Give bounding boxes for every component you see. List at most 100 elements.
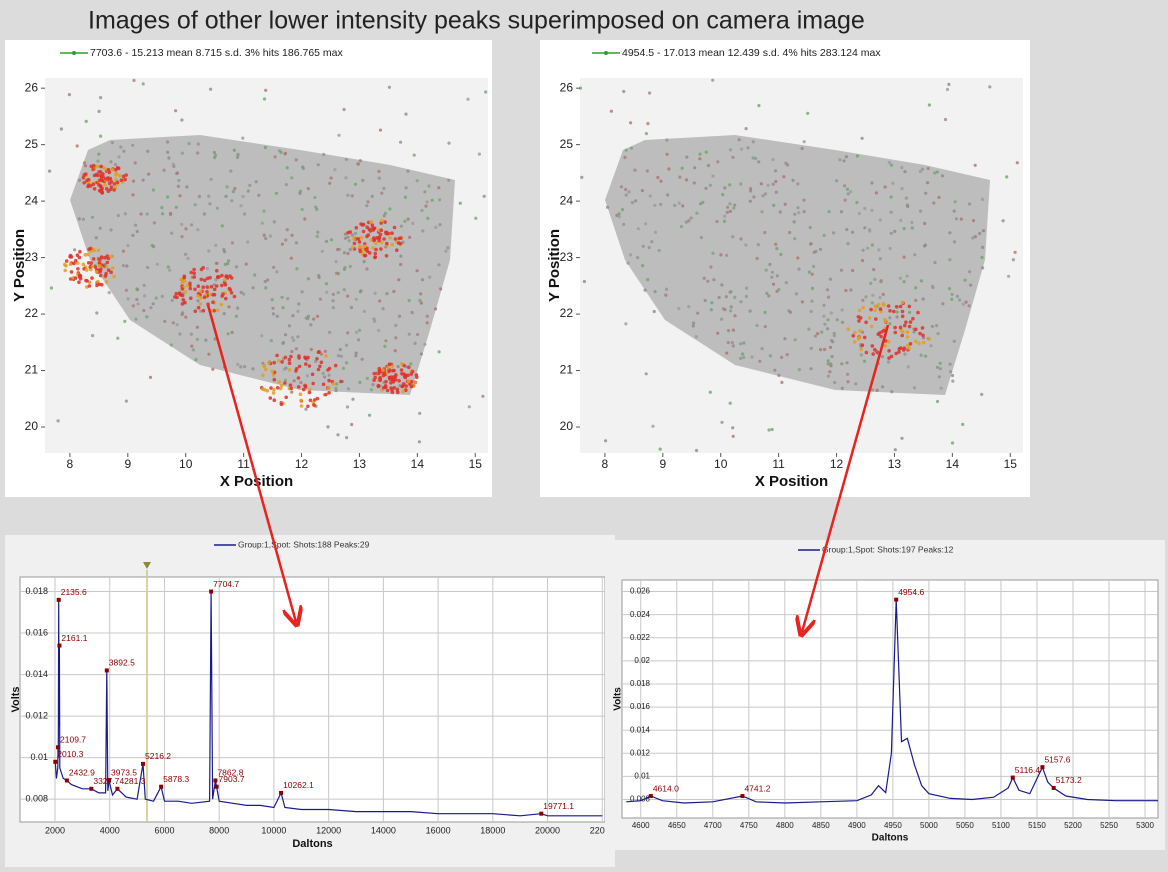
spot xyxy=(634,199,638,203)
spot xyxy=(413,341,417,345)
spot xyxy=(726,205,730,209)
spot xyxy=(355,330,359,334)
spot xyxy=(636,227,640,231)
hot-spot xyxy=(232,294,237,299)
spot xyxy=(947,287,952,291)
hot-spot xyxy=(220,283,224,288)
spot xyxy=(337,133,341,137)
spot xyxy=(344,176,348,180)
spot xyxy=(383,211,387,215)
hot-spot xyxy=(907,346,911,351)
hot-spot xyxy=(224,274,228,279)
spot xyxy=(891,181,895,185)
spot xyxy=(926,181,930,185)
spot xyxy=(234,314,238,318)
hot-spot xyxy=(272,387,276,392)
hot-spot xyxy=(867,316,872,320)
spot xyxy=(162,168,166,172)
spot xyxy=(403,195,407,199)
spot xyxy=(205,266,209,271)
spot xyxy=(771,282,776,286)
spot xyxy=(146,149,150,153)
hot-spot xyxy=(379,247,383,251)
spot xyxy=(135,287,139,291)
hot-spot xyxy=(886,304,891,308)
spot xyxy=(290,390,294,394)
hot-spot xyxy=(196,284,201,289)
spot xyxy=(643,288,647,292)
spot xyxy=(262,209,266,213)
spot xyxy=(927,103,932,107)
hot-spot xyxy=(296,376,301,380)
peak-label: 4954.6 xyxy=(898,587,924,597)
spot xyxy=(921,297,925,301)
spot xyxy=(693,166,697,170)
spot xyxy=(336,247,340,252)
spot xyxy=(673,203,677,208)
y-tick-label: 0.014 xyxy=(630,725,651,734)
x-tick-label: 4900 xyxy=(848,821,866,830)
spot xyxy=(303,217,307,221)
spot xyxy=(242,212,247,216)
spot xyxy=(722,219,727,223)
hot-spot xyxy=(315,357,319,361)
y-tick-label: 0.014 xyxy=(25,669,48,679)
spot xyxy=(419,301,423,305)
hot-spot xyxy=(123,177,127,182)
spot xyxy=(248,183,252,187)
spot xyxy=(770,427,774,432)
hot-spot xyxy=(310,372,315,377)
peak-label: 5173.2 xyxy=(1056,775,1082,785)
spot xyxy=(869,281,873,285)
spot xyxy=(306,187,310,191)
hot-spot xyxy=(876,332,881,337)
hot-spot xyxy=(108,187,113,192)
spot xyxy=(644,222,648,226)
spot xyxy=(653,203,657,207)
y-tick-label: 0.026 xyxy=(630,587,651,596)
spot xyxy=(143,294,147,298)
spot xyxy=(145,315,149,319)
spot xyxy=(382,186,386,190)
spot xyxy=(792,220,796,224)
hot-spot xyxy=(905,335,910,339)
spot xyxy=(832,231,836,235)
spot xyxy=(447,141,451,145)
spot xyxy=(322,152,326,157)
hot-spot xyxy=(215,308,220,313)
hot-spot xyxy=(269,386,273,390)
spot xyxy=(314,205,318,209)
spot xyxy=(279,150,283,154)
hot-spot xyxy=(894,351,898,356)
y-tick-label: 0.008 xyxy=(25,794,48,804)
spot xyxy=(725,253,729,257)
hot-spot xyxy=(115,166,120,170)
spot xyxy=(316,230,320,234)
y-tick-label: 23 xyxy=(25,250,39,264)
spot xyxy=(349,305,354,310)
spot xyxy=(189,332,193,336)
spot xyxy=(83,164,88,168)
spot xyxy=(323,349,327,353)
spot xyxy=(823,347,827,352)
hot-spot xyxy=(175,295,179,300)
spot xyxy=(356,162,360,166)
spot xyxy=(481,394,485,398)
peak-marker xyxy=(64,778,69,783)
spot xyxy=(953,200,957,204)
hot-spot xyxy=(86,261,91,265)
spot xyxy=(711,251,715,255)
y-tick-label: 26 xyxy=(560,80,574,94)
spot xyxy=(297,302,301,306)
spot xyxy=(728,209,732,213)
spot xyxy=(900,187,904,191)
charts: 8 9 10 11 12 13 14 15 20 21 22 23 24 25 26 X Position Y … xyxy=(5,40,1165,867)
hot-spot xyxy=(386,365,390,370)
spot xyxy=(152,221,156,225)
spot xyxy=(339,354,343,358)
spot xyxy=(807,270,811,274)
spot xyxy=(807,327,811,331)
spot xyxy=(263,279,267,284)
peak-marker xyxy=(56,597,61,602)
spot xyxy=(708,390,712,394)
